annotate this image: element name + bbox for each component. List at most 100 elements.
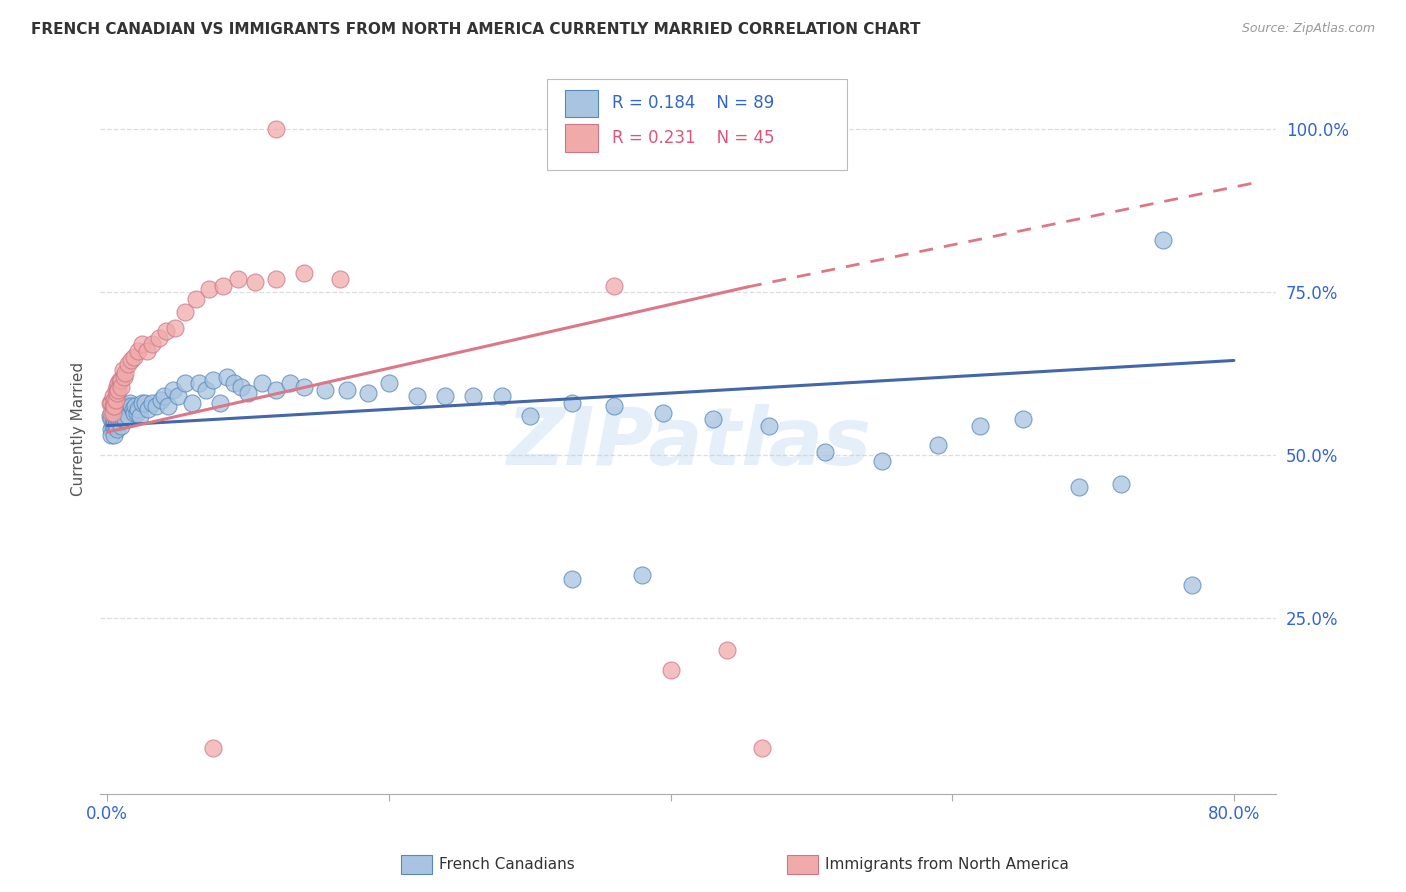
Point (110, 418, 132, 433)
Text: French Canadians: French Canadians (439, 857, 575, 871)
Point (870, 454, 893, 468)
Point (166, 389, 188, 403)
Point (131, 337, 153, 351)
Point (814, 444, 837, 458)
Point (716, 643, 738, 657)
Point (128, 409, 150, 423)
Point (101, 389, 124, 403)
Point (101, 406, 124, 420)
Point (104, 383, 127, 397)
Point (1109, 477, 1132, 491)
Point (336, 383, 359, 397)
FancyBboxPatch shape (547, 78, 846, 169)
Point (141, 396, 163, 410)
Point (108, 409, 131, 423)
Point (104, 409, 127, 423)
Point (110, 379, 132, 393)
Point (758, 418, 780, 433)
Point (264, 383, 287, 397)
Point (117, 409, 139, 423)
Point (107, 406, 129, 420)
Point (603, 399, 626, 413)
Point (201, 741, 224, 756)
Point (328, 272, 350, 286)
Point (114, 402, 136, 417)
Point (197, 282, 219, 296)
Point (125, 406, 148, 420)
Point (278, 376, 301, 391)
Point (114, 367, 136, 381)
Bar (565, 89, 598, 118)
Text: FRENCH CANADIAN VS IMMIGRANTS FROM NORTH AMERICA CURRENTLY MARRIED CORRELATION C: FRENCH CANADIAN VS IMMIGRANTS FROM NORTH… (31, 22, 921, 37)
Point (152, 389, 174, 403)
Point (112, 369, 135, 384)
Point (215, 369, 238, 384)
Text: Immigrants from North America: Immigrants from North America (825, 857, 1069, 871)
Point (127, 343, 149, 358)
Point (155, 324, 177, 338)
Point (104, 392, 127, 407)
Point (120, 399, 142, 413)
Point (98, 396, 121, 410)
Point (264, 122, 287, 136)
Point (145, 399, 167, 413)
Point (100, 428, 122, 442)
Point (702, 412, 724, 426)
Point (117, 357, 139, 371)
Point (112, 409, 135, 423)
Point (1067, 481, 1090, 495)
Point (162, 383, 184, 397)
Point (378, 376, 401, 391)
Text: R = 0.231    N = 45: R = 0.231 N = 45 (612, 128, 775, 147)
Point (226, 272, 249, 286)
Point (105, 406, 128, 420)
Point (141, 337, 163, 351)
Point (243, 275, 266, 289)
Point (463, 389, 485, 403)
Point (101, 418, 124, 433)
Point (110, 373, 132, 387)
Point (110, 399, 132, 413)
Point (659, 663, 682, 677)
Point (105, 379, 128, 393)
Point (751, 741, 773, 756)
Point (1181, 578, 1204, 592)
Point (101, 415, 124, 429)
Point (101, 399, 124, 413)
Point (652, 406, 675, 420)
Point (105, 422, 128, 436)
Point (115, 399, 138, 413)
Point (208, 396, 231, 410)
Point (111, 406, 134, 420)
Point (1011, 412, 1033, 426)
Point (100, 406, 122, 420)
Point (134, 396, 156, 410)
Y-axis label: Currently Married: Currently Married (72, 362, 86, 496)
Point (112, 402, 135, 417)
Point (180, 396, 202, 410)
Point (131, 396, 153, 410)
Point (118, 396, 141, 410)
Point (156, 399, 179, 413)
Point (108, 415, 131, 429)
Point (105, 415, 128, 429)
Text: R = 0.184    N = 89: R = 0.184 N = 89 (612, 95, 773, 112)
Point (561, 572, 583, 586)
Point (103, 409, 125, 423)
Point (103, 418, 125, 433)
Point (491, 389, 513, 403)
Point (173, 376, 195, 391)
Point (969, 418, 991, 433)
Point (103, 392, 125, 407)
Text: ZIPatlas: ZIPatlas (506, 404, 870, 483)
Point (236, 386, 259, 401)
Point (434, 389, 457, 403)
Point (104, 412, 127, 426)
Point (250, 376, 273, 391)
Point (1152, 233, 1174, 247)
Point (148, 331, 170, 345)
Bar (565, 124, 598, 152)
Point (98, 409, 121, 423)
Point (100, 412, 122, 426)
Point (114, 412, 136, 426)
